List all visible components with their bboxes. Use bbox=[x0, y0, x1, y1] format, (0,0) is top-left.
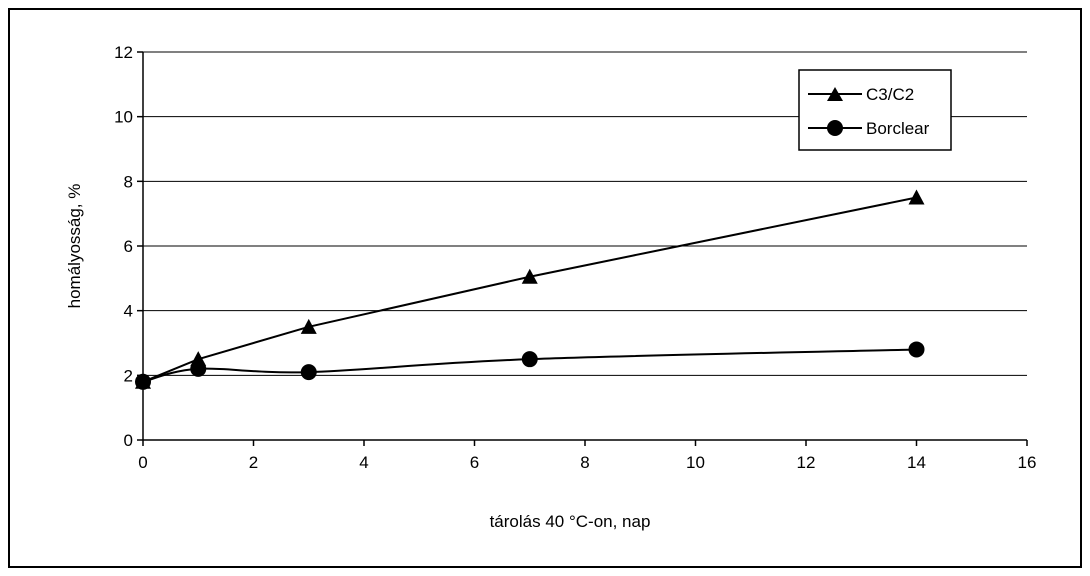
y-tick-label-8: 8 bbox=[124, 172, 133, 191]
y-axis-label: homályosság, % bbox=[65, 184, 84, 309]
x-tick-label-6: 6 bbox=[470, 453, 479, 472]
y-tick-label-12: 12 bbox=[114, 43, 133, 62]
x-tick-label-2: 2 bbox=[249, 453, 258, 472]
x-tick-label-4: 4 bbox=[359, 453, 368, 472]
point-borclear-2 bbox=[300, 364, 317, 381]
y-tick-label-10: 10 bbox=[114, 108, 133, 127]
x-tick-label-8: 8 bbox=[580, 453, 589, 472]
x-tick-label-12: 12 bbox=[797, 453, 816, 472]
legend-box bbox=[798, 69, 952, 151]
point-borclear-3 bbox=[521, 351, 538, 368]
y-tick-labels: 0 2 4 6 8 10 12 bbox=[114, 43, 133, 450]
x-tick-label-0: 0 bbox=[138, 453, 147, 472]
y-tick-label-0: 0 bbox=[124, 431, 133, 450]
gridlines bbox=[143, 51, 1027, 376]
legend-marker-c3c2 bbox=[827, 87, 843, 101]
point-borclear-0 bbox=[135, 373, 151, 390]
legend-label-c3c2: C3/C2 bbox=[866, 85, 914, 104]
x-tick-label-16: 16 bbox=[1018, 453, 1037, 472]
point-c3-c2-2 bbox=[300, 318, 317, 334]
x-tick-label-10: 10 bbox=[686, 453, 705, 472]
legend: C3/C2 Borclear bbox=[798, 69, 952, 151]
x-tick-labels: 0 2 4 6 8 10 12 14 16 bbox=[138, 453, 1036, 472]
x-axis-label: tárolás 40 °C-on, nap bbox=[490, 512, 651, 531]
series-layer bbox=[135, 189, 925, 390]
y-tick-label-6: 6 bbox=[124, 237, 133, 256]
point-c3-c2-3 bbox=[521, 268, 538, 284]
y-tick-label-4: 4 bbox=[124, 302, 133, 321]
legend-marker-borclear bbox=[827, 120, 843, 136]
y-tick-label-2: 2 bbox=[124, 366, 133, 385]
legend-label-borclear: Borclear bbox=[866, 119, 930, 138]
point-borclear-1 bbox=[190, 360, 207, 377]
point-borclear-4 bbox=[908, 341, 925, 358]
x-tick-label-14: 14 bbox=[907, 453, 926, 472]
point-c3-c2-4 bbox=[908, 189, 925, 205]
